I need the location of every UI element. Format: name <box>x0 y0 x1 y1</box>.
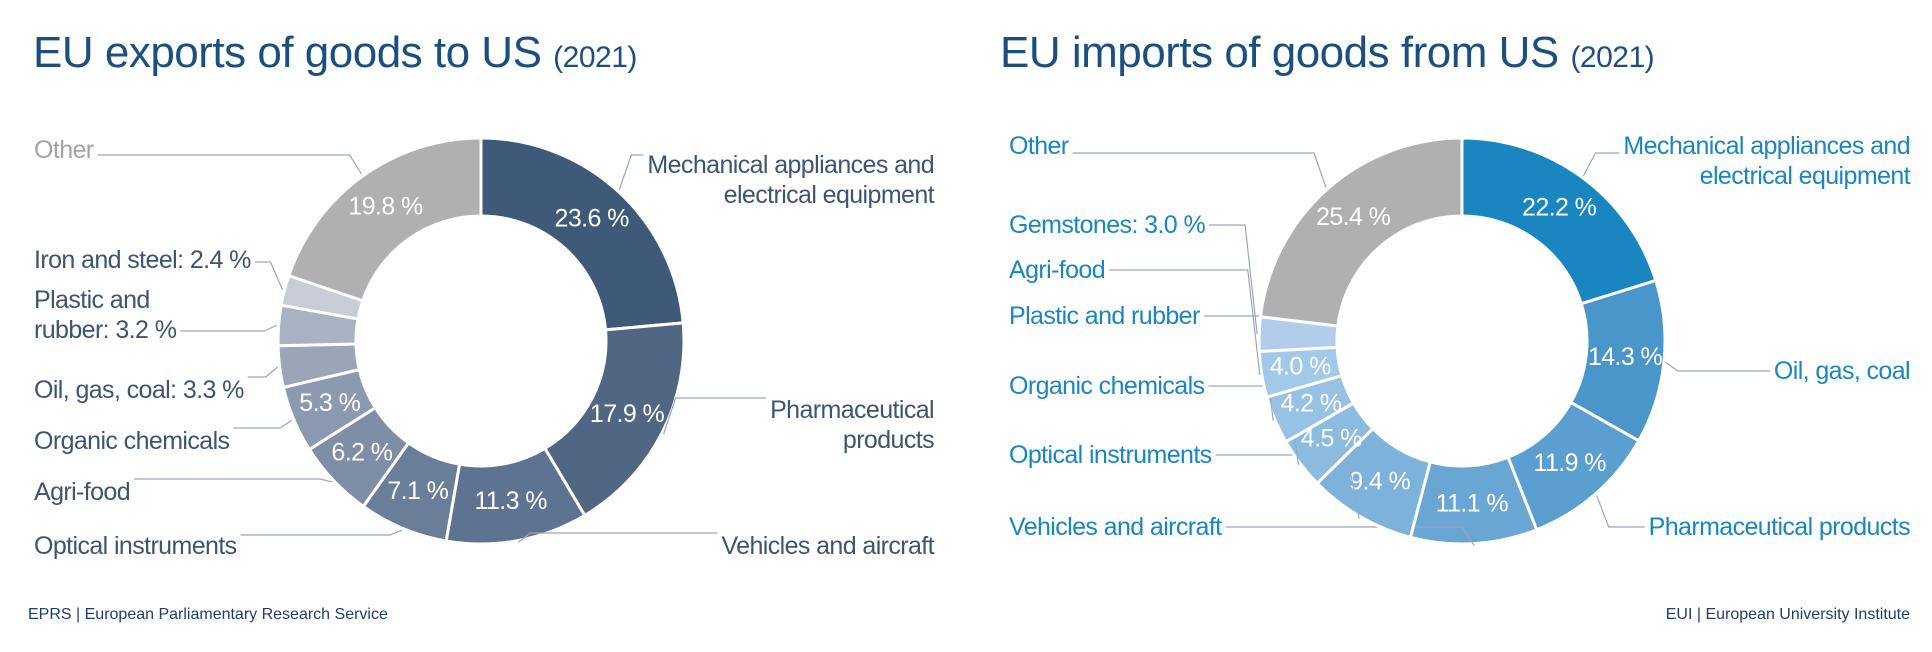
value-label: 4.2 % <box>1280 389 1341 417</box>
category-name: Optical instruments <box>1009 441 1212 469</box>
slice <box>286 136 483 303</box>
value-label: 17.9 % <box>590 400 665 428</box>
leader-line <box>1225 526 1475 546</box>
value-label: 9.4 % <box>1349 467 1410 495</box>
leader-line <box>662 397 767 435</box>
value-label: 3.2 % <box>115 316 177 344</box>
category-name: Organic chemicals <box>1009 372 1205 400</box>
category-label: Vehicles and aircraft <box>1009 512 1309 542</box>
category-name: Pharmaceutical products <box>1648 513 1911 541</box>
category-name: Plastic and rubber <box>1009 302 1200 330</box>
leader-line <box>254 261 284 290</box>
leader-line <box>97 154 363 175</box>
category-label: Pharmaceutical products <box>1610 512 1911 542</box>
category-name: Vehicles and aircraft <box>1009 513 1222 541</box>
value-label: 22.2 % <box>1522 193 1597 221</box>
value-label: 6.2 % <box>331 438 392 466</box>
leader-line <box>247 366 279 378</box>
category-label: Other <box>1009 131 1209 161</box>
category-name: Optical instruments <box>34 532 237 560</box>
value-label: 23.6 % <box>555 205 630 233</box>
leader-line <box>233 419 293 429</box>
value-label: 3.3 % <box>182 376 245 404</box>
leader-line <box>1665 362 1770 372</box>
category-label: Agri-food <box>34 477 234 507</box>
leader-line <box>134 478 333 483</box>
value-label: 4.0 % <box>1270 353 1331 381</box>
category-name: Agri-food <box>34 478 131 506</box>
value-label: 19.8 % <box>348 192 423 220</box>
value-label: 11.9 % <box>1534 449 1607 477</box>
leader-line <box>618 154 644 190</box>
leader-line <box>180 324 277 332</box>
value-label: 5.3 % <box>299 389 360 417</box>
category-name: Mechanical appliances and electrical equ… <box>1623 132 1910 190</box>
title-text: EU exports of goods to US <box>33 28 542 77</box>
source: EUI | European University Institute <box>1666 606 1910 624</box>
category-name: Iron and steel <box>34 246 183 274</box>
leader-line <box>1582 152 1620 177</box>
category-label: Oil, gas, coal 3.3 % <box>34 375 294 405</box>
title-text: EU imports of goods from US <box>1000 28 1559 77</box>
subtitle: (2021) <box>1570 41 1655 74</box>
category-name: Other <box>1009 132 1069 160</box>
category-name: Pharmaceutical products <box>770 396 935 454</box>
category-name: Oil, gas, coal <box>34 376 176 404</box>
category-label: Gemstones 3.0 % <box>1009 210 1269 240</box>
category-name: Agri-food <box>1009 256 1106 284</box>
category-name: Organic chemicals <box>34 427 230 455</box>
chart-title: EU exports of goods to US (2021) <box>33 28 637 78</box>
leader-line <box>1209 224 1258 335</box>
category-label: Vehicles and aircraft <box>634 531 934 561</box>
leader-line <box>1596 495 1645 528</box>
value-label: 25.4 % <box>1316 203 1391 231</box>
category-label: Pharmaceutical products <box>734 395 935 455</box>
category-label: Plastic and rubber 3.2 % <box>34 285 204 345</box>
value-label: 11.1 % <box>1436 489 1509 517</box>
category-label: Iron and steel 2.4 % <box>34 245 294 275</box>
category-label: Optical instruments <box>34 531 334 561</box>
value-label: 11.3 % <box>474 487 547 515</box>
category-name: Mechanical appliances and electrical equ… <box>647 151 934 209</box>
category-label: Optical instruments <box>1009 440 1269 470</box>
category-label: Organic chemicals <box>1009 371 1269 401</box>
leader-line <box>240 529 403 536</box>
chart-title: EU imports of goods from US (2021) <box>1000 28 1655 78</box>
category-label: Other <box>34 135 234 165</box>
category-name: Vehicles and aircraft <box>721 532 934 560</box>
value-label: 4.5 % <box>1301 425 1362 453</box>
category-label: Plastic and rubber <box>1009 301 1269 331</box>
category-label: Organic chemicals <box>34 426 294 456</box>
category-label: Mechanical appliances and electrical equ… <box>1590 131 1910 191</box>
slice <box>479 136 685 332</box>
leader-line <box>517 532 718 544</box>
category-label: Agri-food <box>1009 255 1209 285</box>
value-label: 3.0 % <box>1144 211 1206 239</box>
category-label: Oil, gas, coal <box>1710 356 1911 386</box>
category-name: Other <box>34 136 94 164</box>
slice <box>1258 136 1464 328</box>
leader-line <box>1072 152 1327 188</box>
source-text: EPRS | European Parliamentary Research S… <box>28 606 388 623</box>
category-label: Mechanical appliances and electrical equ… <box>614 150 934 210</box>
category-name: Gemstones <box>1009 211 1138 239</box>
leader-line <box>1109 269 1261 375</box>
source: EPRS | European Parliamentary Research S… <box>28 606 388 624</box>
subtitle: (2021) <box>553 41 637 74</box>
source-text: EUI | European University Institute <box>1665 606 1910 623</box>
value-label: 2.4 % <box>189 246 252 274</box>
value-label: 7.1 % <box>387 477 448 505</box>
value-label: 14.3 % <box>1588 343 1663 371</box>
category-name: Oil, gas, coal <box>1773 357 1911 385</box>
